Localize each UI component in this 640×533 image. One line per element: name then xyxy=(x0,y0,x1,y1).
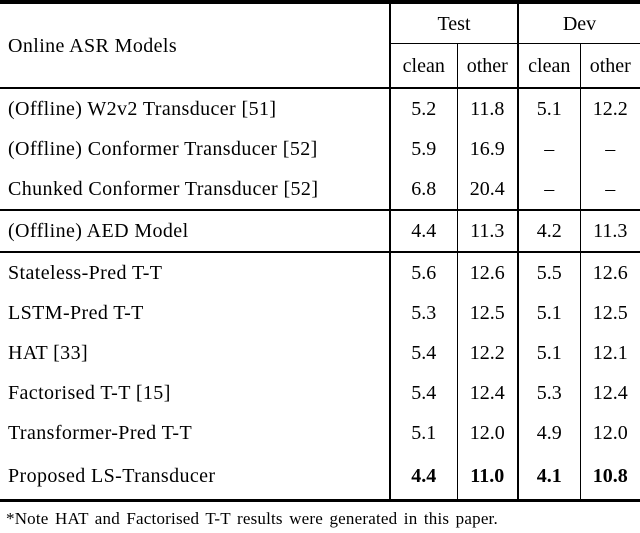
wer-value: 4.2 xyxy=(517,209,581,252)
model-name: (Offline) Conformer Transducer [52] xyxy=(8,138,318,160)
model-name: Factorised T-T [15] xyxy=(8,382,171,404)
wer-value: 5.5 xyxy=(517,251,581,293)
wer-value: 12.6 xyxy=(456,251,519,293)
wer-value: 12.4 xyxy=(456,373,519,413)
wer-value: – xyxy=(517,169,581,210)
wer-value: 5.1 xyxy=(517,88,581,129)
table-row: Chunked Conformer Transducer [52] 6.8 20.4… xyxy=(0,169,640,210)
test-other-header: other xyxy=(456,43,519,89)
wer-value: 20.4 xyxy=(456,169,519,210)
wer-value: 5.1 xyxy=(517,333,581,373)
wer-value: 5.6 xyxy=(389,251,457,293)
test-group-header: Test xyxy=(388,2,519,44)
header-sub-row: clean other clean other xyxy=(0,43,640,89)
results-table: Online ASR Models Test Dev clean other c… xyxy=(0,0,640,502)
model-name: LSTM-Pred T-T xyxy=(8,302,144,324)
wer-value: 4.9 xyxy=(517,413,581,453)
table-row: Stateless-Pred T-T 5.6 12.6 5.5 12.6 xyxy=(0,251,640,293)
model-name: (Offline) AED Model xyxy=(0,209,390,252)
wer-value: 11.0 xyxy=(456,453,519,501)
model-name: (Offline) W2v2 Transducer [51] xyxy=(8,98,277,120)
table-row: HAT [33] 5.4 12.2 5.1 12.1 xyxy=(0,333,640,373)
wer-value: 10.8 xyxy=(579,453,640,501)
wer-value: 4.1 xyxy=(517,453,581,501)
wer-value: 5.3 xyxy=(389,293,457,333)
wer-value: 11.3 xyxy=(456,209,519,252)
wer-value: 5.9 xyxy=(389,129,457,169)
wer-value: 12.6 xyxy=(579,251,640,293)
test-clean-header: clean xyxy=(389,43,457,89)
wer-value: – xyxy=(579,129,640,169)
table-row: Proposed LS-Transducer 4.4 11.0 4.1 10.8 xyxy=(0,453,640,501)
wer-value: 5.1 xyxy=(389,413,457,453)
wer-value: 5.3 xyxy=(517,373,581,413)
model-name: Transformer-Pred T-T xyxy=(8,422,193,444)
wer-value: 4.4 xyxy=(389,209,457,252)
model-name: Proposed LS-Transducer xyxy=(8,465,216,487)
wer-value: 5.1 xyxy=(517,293,581,333)
wer-value: 12.0 xyxy=(579,413,640,453)
wer-value: 12.5 xyxy=(456,293,519,333)
table-row: (Offline) AED Model 4.4 11.3 4.2 11.3 xyxy=(0,209,640,252)
wer-value: – xyxy=(579,169,640,210)
models-column-header: Online ASR Models xyxy=(0,2,390,89)
header-group-row: Online ASR Models Test Dev xyxy=(0,2,640,89)
wer-value: 5.4 xyxy=(389,373,457,413)
dev-group-header: Dev xyxy=(517,2,640,44)
wer-value: 12.2 xyxy=(579,88,640,129)
wer-value: – xyxy=(517,129,581,169)
wer-value: 6.8 xyxy=(389,169,457,210)
wer-value: 11.8 xyxy=(456,88,519,129)
wer-value: 11.3 xyxy=(579,209,640,252)
wer-value: 16.9 xyxy=(456,129,519,169)
model-name: HAT [33] xyxy=(8,342,89,364)
table-footnote: *Note HAT and Factorised T-T results wer… xyxy=(6,509,498,528)
dev-clean-header: clean xyxy=(517,43,581,89)
wer-value: 12.5 xyxy=(579,293,640,333)
wer-value: 12.0 xyxy=(456,413,519,453)
table-row: Transformer-Pred T-T 5.1 12.0 4.9 12.0 xyxy=(0,413,640,453)
wer-value: 5.2 xyxy=(389,88,457,129)
wer-value: 4.4 xyxy=(389,453,457,501)
table-body: (Offline) W2v2 Transducer [51] 5.2 11.8 5.1… xyxy=(0,88,640,501)
model-name: Stateless-Pred T-T xyxy=(0,251,390,293)
dev-other-header: other xyxy=(579,43,640,89)
table-row: (Offline) Conformer Transducer [52] 5.9 16… xyxy=(0,129,640,169)
table-row: Factorised T-T [15] 5.4 12.4 5.3 12.4 xyxy=(0,373,640,413)
wer-value: 5.4 xyxy=(389,333,457,373)
wer-value: 12.4 xyxy=(579,373,640,413)
wer-value: 12.1 xyxy=(579,333,640,373)
wer-value: 12.2 xyxy=(456,333,519,373)
table-row: (Offline) W2v2 Transducer [51] 5.2 11.8 5.1… xyxy=(0,88,640,129)
model-name: Chunked Conformer Transducer [52] xyxy=(8,178,319,200)
table-row: LSTM-Pred T-T 5.3 12.5 5.1 12.5 xyxy=(0,293,640,333)
table-header: Online ASR Models Test Dev clean other c… xyxy=(0,2,640,89)
